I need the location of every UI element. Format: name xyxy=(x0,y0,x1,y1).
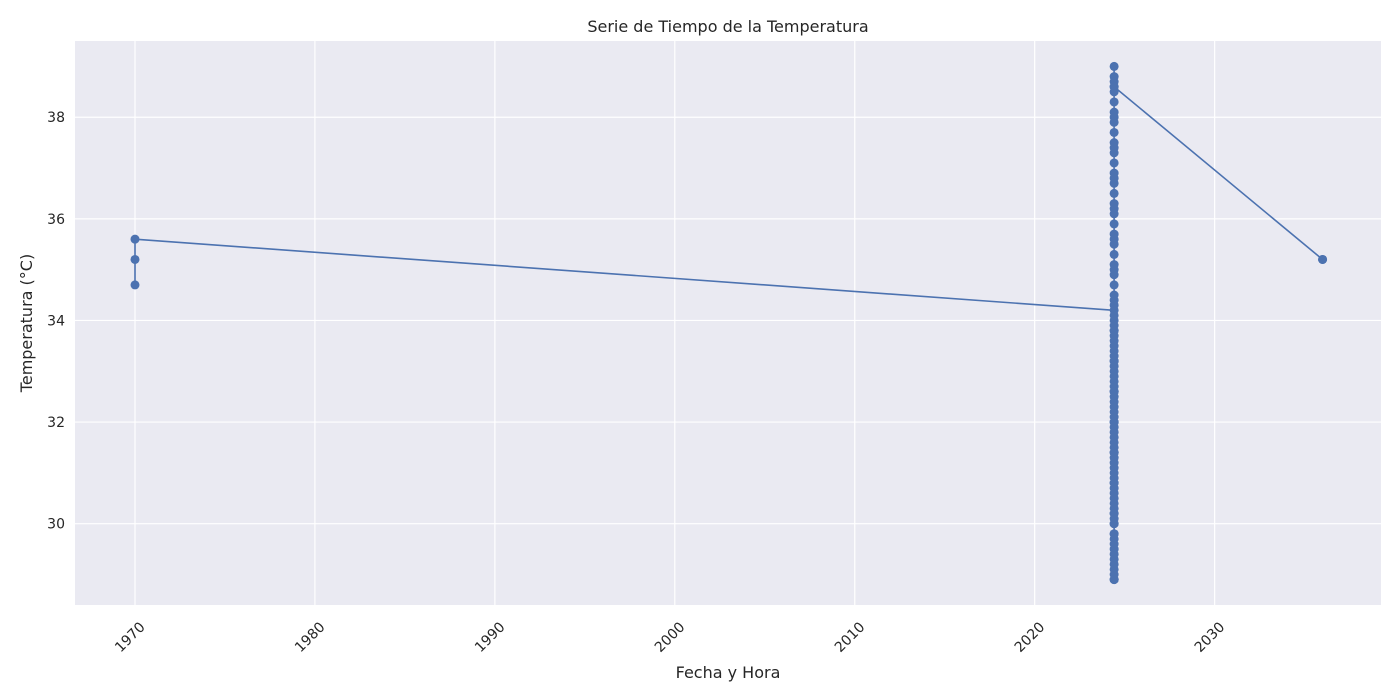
x-axis-label: Fecha y Hora xyxy=(676,663,781,682)
x-tick-label: 2000 xyxy=(652,619,689,656)
data-point xyxy=(1109,295,1119,305)
data-point xyxy=(1109,72,1119,82)
plot-area-background xyxy=(75,41,1381,605)
x-tick-label: 2010 xyxy=(832,619,869,656)
data-point xyxy=(1109,173,1119,183)
y-tick-label: 34 xyxy=(47,313,65,329)
data-point xyxy=(1109,280,1119,290)
data-point xyxy=(1109,549,1119,559)
data-point xyxy=(1109,564,1119,574)
y-tick-label: 36 xyxy=(47,212,65,228)
data-point xyxy=(1109,575,1119,585)
data-point xyxy=(1109,112,1119,122)
data-point xyxy=(1109,448,1119,458)
data-point xyxy=(1109,402,1119,412)
data-point xyxy=(130,280,140,290)
chart-title: Serie de Tiempo de la Temperatura xyxy=(587,17,868,36)
data-point xyxy=(130,254,140,264)
data-point xyxy=(1109,371,1119,381)
data-point xyxy=(1109,143,1119,153)
x-gridlines xyxy=(134,41,1216,605)
x-tick-label: 1970 xyxy=(112,619,149,656)
data-point xyxy=(1109,234,1119,244)
data-point xyxy=(1109,341,1119,351)
x-tick-labels: 1970 1980 1990 2000 2010 2020 2030 xyxy=(112,619,1228,656)
y-tick-label: 38 xyxy=(47,110,65,126)
data-point xyxy=(1109,417,1119,427)
data-point xyxy=(1109,97,1119,107)
data-point xyxy=(1109,539,1119,549)
x-tick-label: 2030 xyxy=(1192,619,1229,656)
x-tick-label: 1980 xyxy=(292,619,329,656)
data-point xyxy=(1109,249,1119,259)
data-point xyxy=(1109,529,1119,539)
y-tick-labels: 30 32 34 36 38 xyxy=(47,110,65,532)
data-point xyxy=(1109,204,1119,214)
data-point xyxy=(1109,158,1119,168)
data-point xyxy=(1109,509,1119,519)
y-gridlines xyxy=(75,116,1381,525)
data-point xyxy=(1109,478,1119,488)
data-point xyxy=(1109,219,1119,229)
y-tick-label: 32 xyxy=(47,415,65,431)
data-point xyxy=(1109,326,1119,336)
data-point xyxy=(1109,61,1119,71)
data-point xyxy=(1109,82,1119,92)
y-axis-label: Temperatura (°C) xyxy=(17,254,36,393)
data-point xyxy=(1109,127,1119,137)
data-point xyxy=(1109,265,1119,275)
data-point xyxy=(1109,310,1119,320)
data-point xyxy=(1109,463,1119,473)
series-layer xyxy=(130,61,1328,585)
data-point xyxy=(1109,432,1119,442)
data-point xyxy=(1318,254,1328,264)
data-point xyxy=(1109,387,1119,397)
data-point xyxy=(1109,356,1119,366)
data-point xyxy=(1109,188,1119,198)
data-point xyxy=(130,234,140,244)
y-tick-label: 30 xyxy=(47,517,65,533)
x-tick-label: 1990 xyxy=(472,619,509,656)
x-tick-label: 2020 xyxy=(1012,619,1049,656)
data-point xyxy=(1109,493,1119,503)
